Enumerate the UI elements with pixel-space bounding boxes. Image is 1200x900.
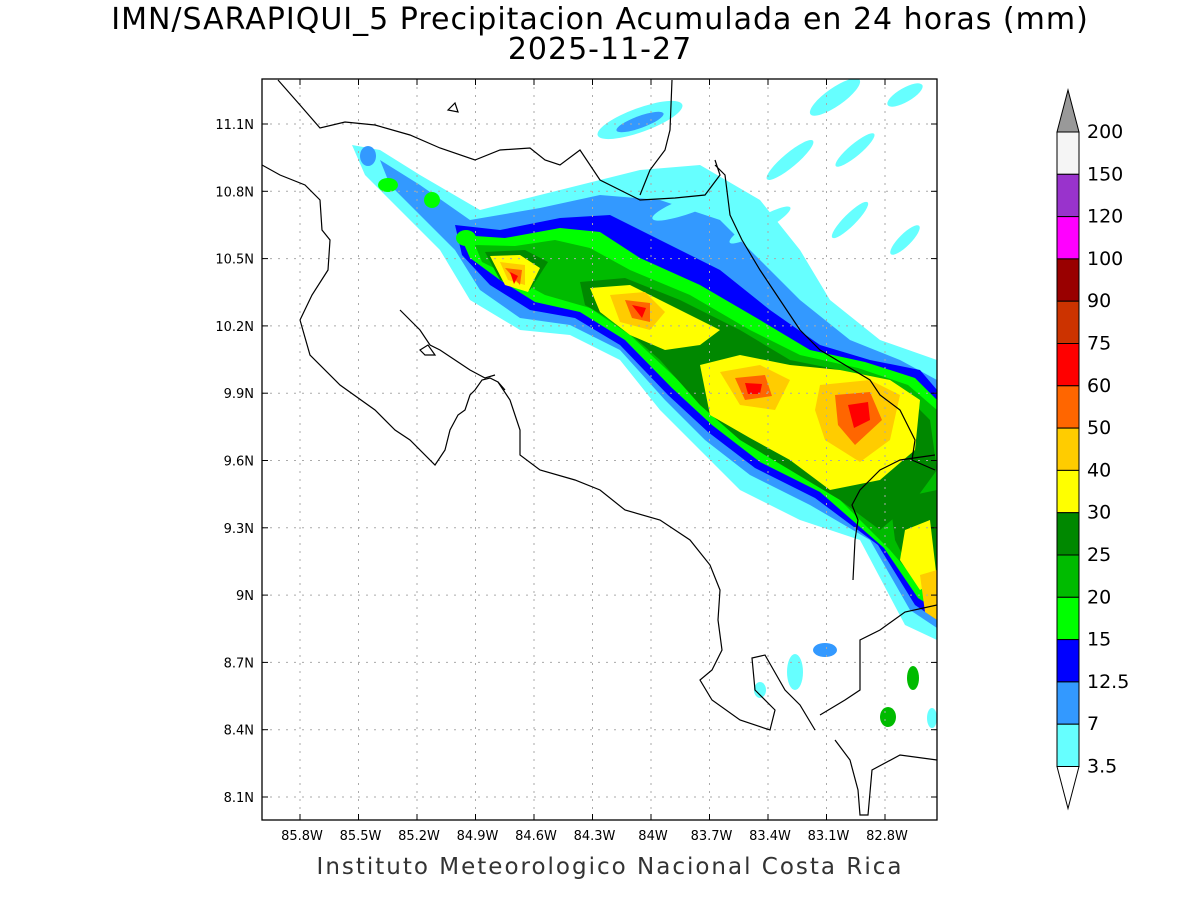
legend-label: 120 bbox=[1087, 206, 1123, 228]
lat-label: 8.1N bbox=[224, 791, 254, 806]
lon-label: 84W bbox=[638, 829, 668, 844]
legend-swatch bbox=[1056, 343, 1080, 387]
lon-label: 84.3W bbox=[574, 829, 616, 844]
lon-label: 85.5W bbox=[340, 829, 382, 844]
lat-label: 9.9N bbox=[224, 387, 254, 402]
legend-label: 3.5 bbox=[1087, 756, 1117, 778]
longitude-axis: 85.8W 85.5W 85.2W 84.9W 84.6W 84.3W 84W 83.7W 83… bbox=[281, 79, 908, 844]
legend-label: 7 bbox=[1087, 713, 1099, 735]
lon-label: 83.4W bbox=[749, 829, 791, 844]
legend-label: 50 bbox=[1087, 417, 1111, 439]
legend-label: 90 bbox=[1087, 290, 1111, 312]
small-island bbox=[446, 101, 459, 113]
legend-swatch bbox=[1056, 469, 1080, 514]
rain-40-area bbox=[500, 262, 937, 620]
legend-swatch bbox=[1056, 512, 1080, 556]
rain-patches-northwest bbox=[360, 146, 476, 246]
legend-label: 30 bbox=[1087, 502, 1111, 524]
color-legend: 200 150 120 100 90 75 60 50 40 30 25 20 15 12.5 7 3.5 bbox=[1056, 88, 1129, 811]
lat-label: 9.6N bbox=[224, 455, 254, 470]
legend-label: 200 bbox=[1087, 121, 1123, 143]
legend-swatch bbox=[1056, 723, 1080, 768]
lon-label: 82.8W bbox=[866, 829, 908, 844]
lake-coast bbox=[262, 164, 331, 321]
precipitation-field bbox=[352, 79, 937, 728]
panama-border bbox=[851, 454, 936, 581]
coastlines bbox=[262, 79, 937, 816]
legend-swatch bbox=[1056, 427, 1080, 471]
lat-label: 10.2N bbox=[215, 320, 254, 335]
rain-band-main bbox=[352, 145, 937, 640]
rain-streaks-north bbox=[597, 79, 923, 255]
legend-swatch bbox=[1056, 639, 1080, 683]
caribbean-coast bbox=[714, 164, 936, 471]
legend-swatch bbox=[1056, 596, 1080, 641]
lon-label: 85.8W bbox=[281, 829, 323, 844]
lon-label: 84.9W bbox=[457, 829, 499, 844]
nicaragua-coast bbox=[277, 79, 721, 201]
lat-label: 9.3N bbox=[224, 522, 254, 537]
lon-label: 85.2W bbox=[398, 829, 440, 844]
lat-label: 11.1N bbox=[215, 118, 254, 133]
legend-swatch bbox=[1056, 173, 1080, 218]
lat-label: 10.8N bbox=[215, 185, 254, 200]
map-grid bbox=[262, 79, 937, 820]
lat-label: 8.7N bbox=[224, 656, 254, 671]
legend-swatch bbox=[1056, 216, 1080, 260]
panama-coast bbox=[819, 604, 937, 716]
legend-cap-top bbox=[1056, 88, 1080, 133]
lon-label: 83.7W bbox=[691, 829, 733, 844]
map-date: 2025-11-27 bbox=[507, 32, 693, 67]
rain-12.5-area bbox=[455, 215, 937, 620]
nicaragua-border bbox=[639, 79, 673, 196]
panama-pacific bbox=[834, 739, 937, 816]
legend-label: 40 bbox=[1087, 459, 1111, 481]
lon-label: 84.6W bbox=[515, 829, 557, 844]
legend-swatch bbox=[1056, 258, 1080, 302]
lat-label: 8.4N bbox=[224, 724, 254, 739]
legend-label: 60 bbox=[1087, 375, 1111, 397]
legend-label: 100 bbox=[1087, 248, 1123, 270]
lat-label: 9N bbox=[236, 589, 254, 604]
map-title: IMN/SARAPIQUI_5 Precipitacion Acumulada … bbox=[111, 2, 1089, 37]
footer-credit: Instituto Meteorologico Nacional Costa R… bbox=[316, 854, 904, 880]
legend-label: 12.5 bbox=[1087, 671, 1129, 693]
legend-cap-bottom bbox=[1056, 766, 1080, 811]
gulf-nicoya bbox=[399, 309, 496, 379]
legend-swatch bbox=[1056, 681, 1080, 725]
legend-swatch bbox=[1056, 300, 1080, 345]
legend-label: 75 bbox=[1087, 333, 1111, 355]
nicoya-coast bbox=[299, 319, 506, 466]
legend-swatch bbox=[1056, 131, 1080, 175]
gulf-island bbox=[419, 344, 437, 356]
lon-label: 83.1W bbox=[808, 829, 850, 844]
plot-frame bbox=[261, 78, 938, 821]
legend-swatch bbox=[1056, 554, 1080, 598]
rain-50-area bbox=[505, 268, 882, 445]
legend-swatch bbox=[1056, 385, 1080, 429]
legend-label: 15 bbox=[1087, 629, 1111, 651]
rain-patches-south bbox=[754, 643, 937, 728]
latitude-axis: 11.1N 10.8N 10.5N 10.2N 9.9N 9.6N 9.3N 9N 8.7N 8.… bbox=[215, 118, 937, 806]
legend-label: 25 bbox=[1087, 544, 1111, 566]
pacific-coast bbox=[497, 381, 816, 731]
legend-label: 20 bbox=[1087, 586, 1111, 608]
legend-label: 150 bbox=[1087, 163, 1123, 185]
lat-label: 10.5N bbox=[215, 253, 254, 268]
